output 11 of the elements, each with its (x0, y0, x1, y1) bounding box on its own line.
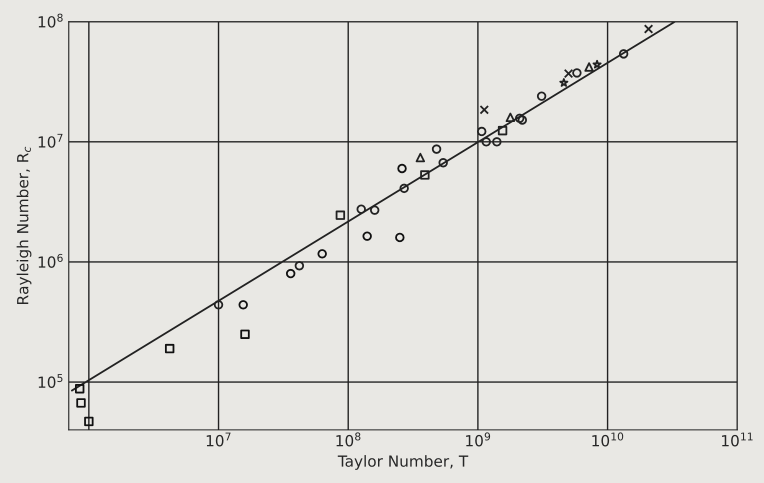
x-tick-label: 10$^{10}$ (592, 432, 624, 446)
x-tick-label: 10$^{7}$ (206, 432, 231, 446)
y-tick-label: 10$^{5}$ (38, 374, 62, 388)
x-tick-label: 10$^{8}$ (336, 432, 360, 446)
y-tick-label: 10$^{6}$ (38, 254, 63, 268)
x-tick-label: 10$^{11}$ (722, 432, 753, 446)
x-axis-title: Taylor Number, T (338, 455, 468, 470)
y-tick-label: 10$^{8}$ (38, 14, 63, 28)
y-tick-label: 10$^{7}$ (38, 134, 62, 148)
x-tick-label: 10$^{9}$ (466, 432, 490, 446)
y-axis-title: Rayleigh Number, R$_{c}$ (16, 146, 32, 304)
